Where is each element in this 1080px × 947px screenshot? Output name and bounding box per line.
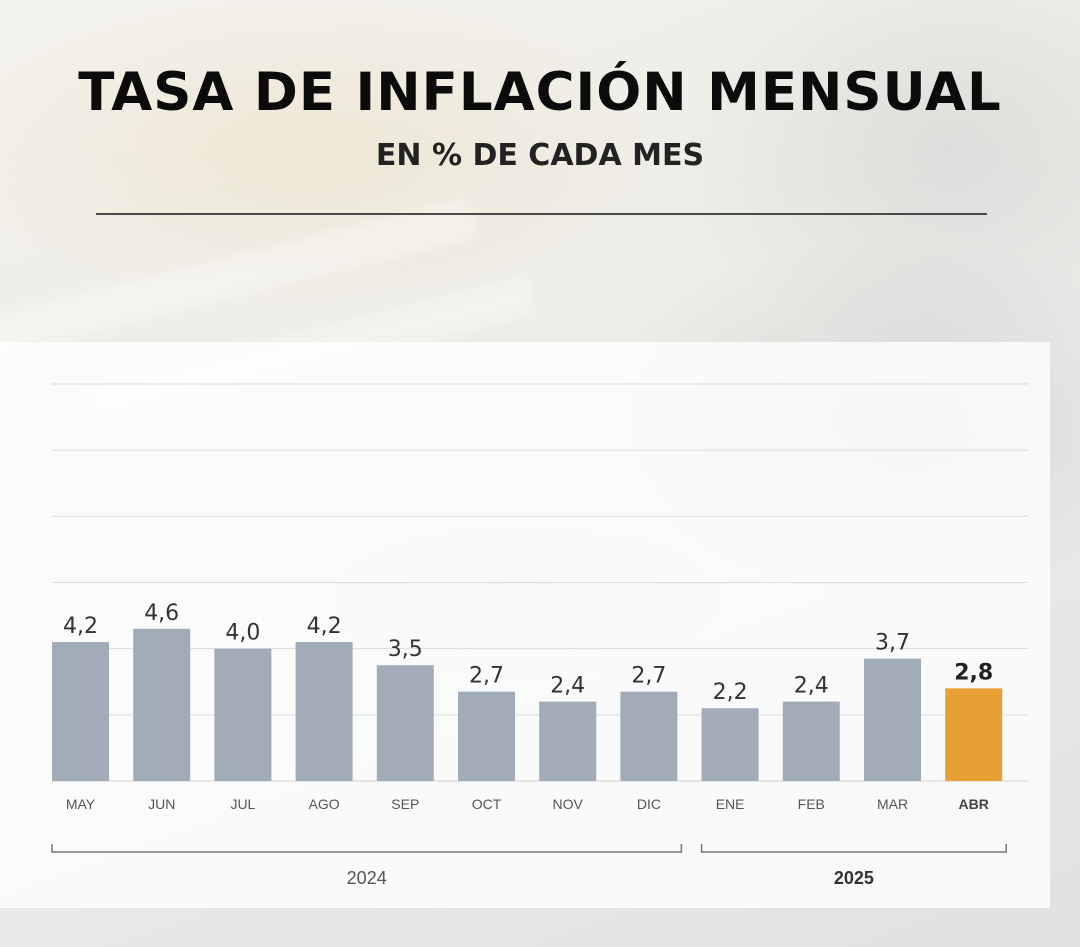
year-groups: 2024 2025 — [51, 844, 1007, 888]
category-label-mar: MAR — [877, 796, 908, 812]
bar-chart: 4,2 4,6 4,0 4,2 3,5 2,7 2,4 2,7 2,2 2,4 3,7 2,8 MAY… — [51, 383, 1028, 888]
value-label-oct: 2,7 — [469, 664, 504, 689]
value-label-mar: 3,7 — [875, 631, 910, 656]
bar-feb — [782, 701, 840, 781]
year-bracket-2025 — [700, 844, 1007, 853]
bar-jul — [214, 648, 272, 781]
bar-oct — [458, 691, 515, 781]
bar-jun — [133, 628, 191, 781]
category-label-feb: FEB — [798, 796, 825, 812]
category-label-dic: DIC — [637, 796, 661, 812]
title-divider — [96, 213, 987, 215]
value-label-may: 4,2 — [63, 614, 98, 639]
bars — [52, 628, 1003, 781]
value-label-abr: 2,8 — [954, 660, 993, 685]
year-label-2025: 2025 — [834, 868, 874, 888]
year-label-2024: 2024 — [347, 868, 387, 888]
category-label-abr: ABR — [959, 796, 989, 812]
value-label-ago: 4,2 — [307, 614, 342, 639]
category-label-sep: SEP — [391, 796, 419, 812]
bar-ene — [701, 708, 759, 781]
bar-mar — [864, 658, 921, 781]
category-label-ago: AGO — [309, 796, 340, 812]
value-label-sep: 3,5 — [388, 637, 423, 662]
category-labels: MAY JUN JUL AGO SEP OCT NOV DIC ENE FEB MAR ABR — [66, 796, 989, 812]
bar-ago — [295, 642, 353, 781]
chart-subtitle: EN % DE CADA MES — [375, 138, 705, 173]
year-bracket-2024 — [51, 844, 683, 853]
value-label-nov: 2,4 — [550, 674, 585, 699]
bar-nov — [539, 701, 597, 781]
value-label-jul: 4,0 — [225, 621, 260, 646]
category-label-jun: JUN — [148, 796, 175, 812]
value-label-ene: 2,2 — [713, 680, 748, 705]
category-label-ene: ENE — [716, 796, 745, 812]
value-label-dic: 2,7 — [631, 664, 666, 689]
category-label-nov: NOV — [553, 796, 584, 812]
value-labels: 4,2 4,6 4,0 4,2 3,5 2,7 2,4 2,7 2,2 2,4 3,7 2,8 — [63, 601, 993, 705]
bar-sep — [376, 665, 434, 781]
bar-dic — [620, 691, 678, 781]
category-label-jul: JUL — [230, 796, 255, 812]
chart-panel: 4,2 4,6 4,0 4,2 3,5 2,7 2,4 2,7 2,2 2,4 3,7 2,8 MAY… — [0, 342, 1050, 908]
bar-may — [52, 642, 109, 781]
value-label-jun: 4,6 — [144, 601, 179, 626]
chart-title: TASA DE INFLACIÓN MENSUAL — [78, 62, 1002, 123]
bar-abr — [945, 688, 1003, 781]
category-label-may: MAY — [66, 796, 96, 812]
category-label-oct: OCT — [472, 796, 502, 812]
value-label-feb: 2,4 — [794, 674, 829, 699]
